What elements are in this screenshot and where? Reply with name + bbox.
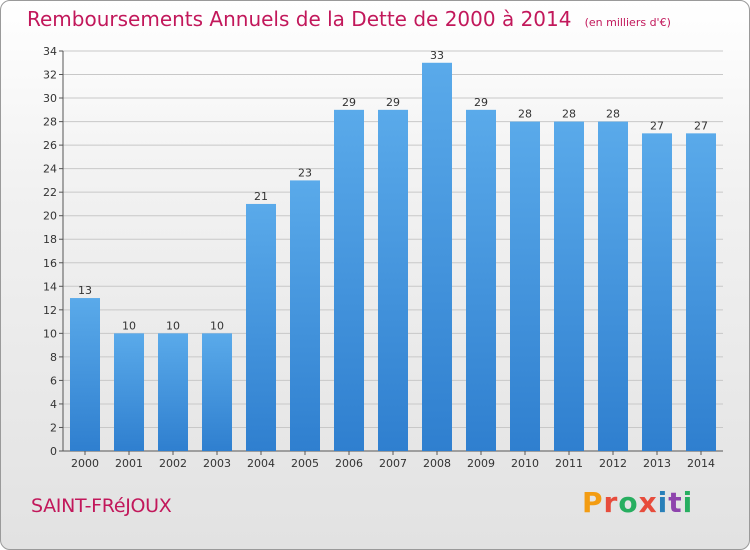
x-tick-label: 2012	[599, 457, 627, 470]
bar	[598, 121, 628, 452]
logo-letter: P	[582, 486, 604, 519]
title-row: Remboursements Annuels de la Dette de 20…	[27, 7, 671, 31]
x-tick-label: 2003	[203, 457, 231, 470]
x-tick-label: 2000	[71, 457, 99, 470]
y-tick-label: 28	[43, 116, 57, 129]
commune-name: SAINT-FRéJOUX	[31, 495, 172, 517]
x-tick-label: 2008	[423, 457, 451, 470]
x-tick-label: 2009	[467, 457, 495, 470]
data-label: 23	[298, 166, 312, 179]
x-tick-label: 2010	[511, 457, 539, 470]
x-tick-label: 2004	[247, 457, 275, 470]
data-label: 10	[122, 319, 136, 332]
y-tick-label: 32	[43, 69, 57, 82]
data-label: 27	[694, 119, 708, 132]
data-label: 29	[386, 96, 400, 109]
x-tick-label: 2014	[687, 457, 715, 470]
y-tick-label: 8	[50, 351, 57, 364]
data-label: 10	[210, 319, 224, 332]
logo-letter: t	[668, 486, 683, 519]
bar	[378, 109, 408, 451]
y-tick-label: 10	[43, 327, 57, 340]
y-tick-label: 18	[43, 233, 57, 246]
y-tick-label: 34	[43, 45, 57, 58]
chart-title: Remboursements Annuels de la Dette de 20…	[27, 7, 572, 31]
bar	[422, 62, 452, 451]
data-label: 33	[430, 49, 444, 62]
data-label: 13	[78, 284, 92, 297]
bar	[290, 180, 320, 452]
x-tick-label: 2005	[291, 457, 319, 470]
data-label: 28	[562, 108, 576, 121]
data-label: 28	[606, 108, 620, 121]
logo-letter: o	[618, 486, 639, 519]
y-tick-label: 12	[43, 304, 57, 317]
proxiti-logo[interactable]: Proxiti	[582, 486, 693, 519]
x-tick-label: 2006	[335, 457, 363, 470]
bar	[202, 333, 232, 451]
data-label: 21	[254, 190, 268, 203]
bar	[642, 133, 672, 451]
y-tick-label: 0	[50, 445, 57, 458]
bar	[510, 121, 540, 452]
logo-letter: i	[682, 486, 694, 519]
y-tick-label: 4	[50, 398, 57, 411]
bar	[246, 203, 276, 451]
x-tick-label: 2011	[555, 457, 583, 470]
y-tick-label: 22	[43, 186, 57, 199]
data-label: 29	[474, 96, 488, 109]
y-tick-label: 20	[43, 210, 57, 223]
bar	[70, 298, 100, 451]
data-label: 28	[518, 108, 532, 121]
bar	[466, 109, 496, 451]
data-label: 29	[342, 96, 356, 109]
bar	[554, 121, 584, 452]
y-tick-label: 2	[50, 421, 57, 434]
x-tick-label: 2001	[115, 457, 143, 470]
y-tick-label: 14	[43, 280, 57, 293]
bar	[158, 333, 188, 451]
x-tick-label: 2007	[379, 457, 407, 470]
y-tick-label: 24	[43, 163, 57, 176]
y-tick-label: 16	[43, 257, 57, 270]
bar	[686, 133, 716, 451]
y-tick-label: 30	[43, 92, 57, 105]
logo-letter: i	[657, 486, 669, 519]
bar	[334, 109, 364, 451]
logo-letter: x	[638, 486, 658, 519]
data-label: 27	[650, 119, 664, 132]
bar	[114, 333, 144, 451]
x-tick-label: 2002	[159, 457, 187, 470]
y-tick-label: 6	[50, 374, 57, 387]
data-label: 10	[166, 319, 180, 332]
y-tick-label: 26	[43, 139, 57, 152]
chart-subtitle: (en milliers d'€)	[584, 16, 671, 29]
logo-letter: r	[603, 486, 619, 519]
x-tick-label: 2013	[643, 457, 671, 470]
